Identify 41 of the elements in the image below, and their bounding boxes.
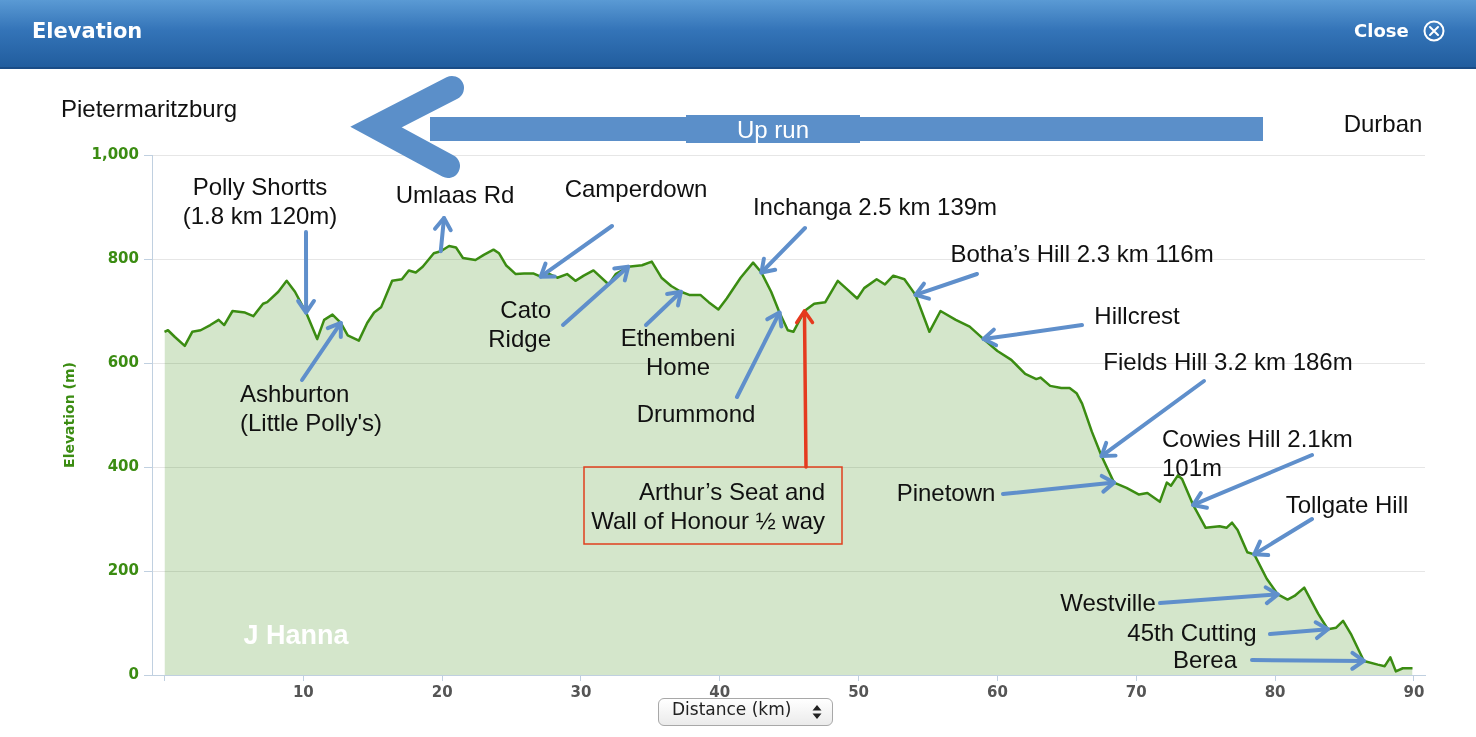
annotation: Arthur’s Seat and Wall of Honour ½ way (591, 477, 825, 534)
text: Up run (736, 115, 810, 143)
y-axis-title: Elevation (m) (61, 362, 78, 468)
annotation: Westville (1060, 588, 1156, 616)
annotation: Pinetown (896, 478, 996, 506)
y-tick-label: 200 (107, 560, 139, 579)
dropdown: Distance (km) (658, 698, 833, 726)
y-tick-label: 800 (107, 248, 139, 267)
y-tick-label: 400 (107, 456, 139, 475)
annotation: Ashburton (Little Polly's) (240, 379, 382, 436)
annotation: Tollgate Hill (1285, 490, 1409, 518)
x-tick-label: 40 (709, 682, 731, 701)
annotation: Umlaas Rd (395, 180, 515, 208)
text: Pietermaritzburg (60, 94, 238, 122)
annotation: Cato Ridge (488, 295, 551, 352)
x-tick-label: 80 (1264, 682, 1286, 701)
x-tick-label: 70 (1125, 682, 1147, 701)
x-tick-label: 60 (986, 682, 1008, 701)
x-tick-label: 90 (1403, 682, 1425, 701)
annotation: Hillcrest (1094, 301, 1180, 329)
x-axis-title: Distance (km) (672, 699, 792, 719)
x-tick-label: 30 (570, 682, 592, 701)
annotation: Polly Shortts (1.8 km 120m) (182, 172, 338, 229)
y-tick-label: 600 (107, 352, 139, 371)
chart-title: Elevation (32, 19, 143, 43)
annotation: Inchanga 2.5 km 139m (752, 192, 998, 220)
annotation: Cowies Hill 2.1km 101m (1162, 424, 1353, 481)
x-tick-label: 50 (848, 682, 870, 701)
annotation: Drummond (636, 399, 756, 427)
annotation: 45th Cutting (1127, 618, 1257, 646)
text: Durban (1343, 109, 1423, 137)
annotation: Ethembeni Home (620, 323, 736, 380)
title-bar: Elevation Close (0, 0, 1476, 69)
x-tick-label: 20 (431, 682, 453, 701)
annotation: Botha’s Hill 2.3 km 116m (950, 239, 1214, 267)
annotation: Berea (1172, 645, 1238, 673)
x-tick-label: 10 (292, 682, 314, 701)
annotation: Camperdown (564, 174, 708, 202)
annotation: Fields Hill 3.2 km 186m (1103, 347, 1353, 375)
y-tick-label: 1,000 (91, 144, 139, 163)
y-tick-label: 0 (128, 664, 139, 683)
